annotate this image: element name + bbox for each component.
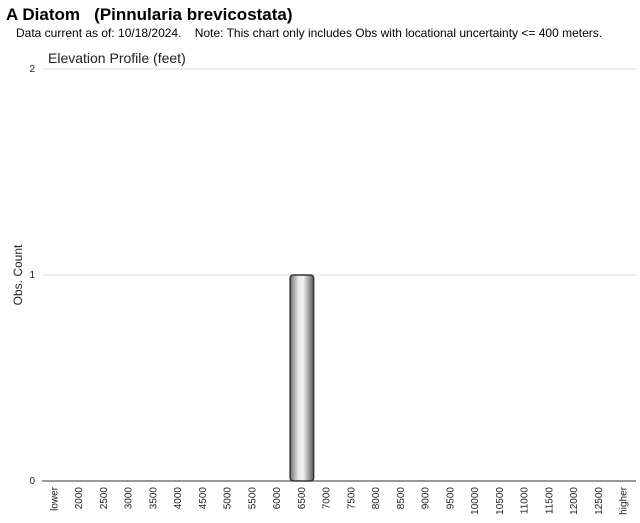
- x-tick-label: 4000: [173, 487, 184, 510]
- x-tick-label: 6500: [297, 487, 308, 510]
- y-tick-label: 0: [29, 476, 35, 487]
- x-tick-label: 5500: [247, 487, 258, 510]
- x-tick-label: 4500: [198, 487, 209, 510]
- data-note: Data current as of: 10/18/2024. Note: Th…: [16, 26, 603, 40]
- bar-6500: [289, 274, 315, 482]
- y-axis-label: Obs. Count: [11, 244, 25, 305]
- x-tick-label: 12500: [594, 487, 605, 515]
- x-tick-label: 3500: [148, 487, 159, 510]
- x-tick-label: 12000: [569, 487, 580, 515]
- x-tick-label: 9500: [445, 487, 456, 510]
- y-tick-label: 1: [29, 270, 35, 281]
- y-tick-label: 2: [29, 64, 35, 75]
- x-tick-label: 2500: [99, 487, 110, 510]
- page-title: A Diatom (Pinnularia brevicostata): [6, 5, 293, 24]
- x-tick-label: 9000: [421, 487, 432, 510]
- x-tick-label: 8500: [396, 487, 407, 510]
- x-tick-label: 11500: [544, 487, 555, 515]
- x-tick-label: 7500: [346, 487, 357, 510]
- x-tick-label: 5000: [223, 487, 234, 510]
- x-tick-label: 2000: [74, 487, 85, 510]
- x-tick-label: 8000: [371, 487, 382, 510]
- x-tick-label: lower: [49, 486, 60, 511]
- chart-title: Elevation Profile (feet): [48, 50, 186, 66]
- x-tick-label: 3000: [124, 487, 135, 510]
- x-tick-label: 10000: [470, 487, 481, 515]
- x-tick-label: 10500: [495, 487, 506, 515]
- x-tick-label: 6000: [272, 487, 283, 510]
- x-tick-label: 7000: [322, 487, 333, 510]
- x-tick-label: 11000: [520, 487, 531, 515]
- x-tick-label: higher: [619, 486, 630, 514]
